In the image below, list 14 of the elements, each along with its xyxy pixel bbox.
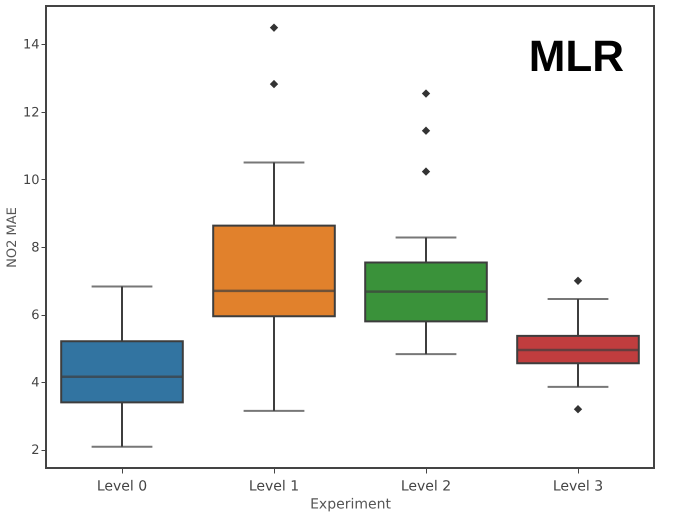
y-tick-label: 2: [31, 443, 40, 458]
y-tick-label: 4: [31, 376, 40, 391]
y-axis-title: NO2 MAE: [4, 207, 20, 268]
x-tick-label: Level 3: [552, 478, 604, 494]
annotation: MLR: [528, 32, 624, 81]
y-tick-label: 14: [22, 38, 40, 53]
y-tick-label: 10: [22, 172, 40, 188]
x-tick-label: Level 2: [400, 478, 452, 494]
x-tick-label: Level 0: [96, 478, 148, 494]
x-axis-title: Experiment: [310, 496, 392, 512]
y-tick-label: 8: [31, 240, 40, 256]
y-tick-label: 6: [31, 308, 40, 324]
y-tick-label: 12: [22, 105, 40, 120]
x-tick-label: Level 1: [248, 478, 300, 494]
